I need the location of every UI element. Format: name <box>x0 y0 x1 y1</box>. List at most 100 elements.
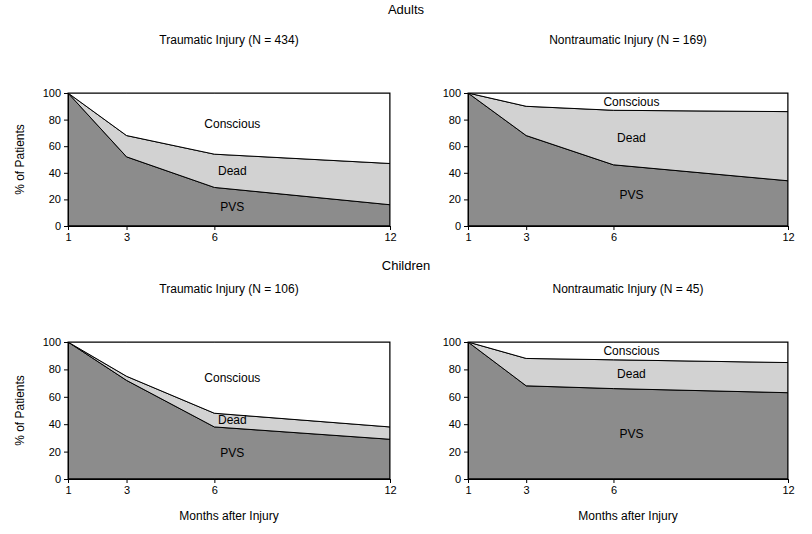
tick-mark <box>464 120 468 121</box>
tick: 6 <box>212 226 218 243</box>
tick-label: 12 <box>384 231 396 243</box>
y-axis: 020406080100 <box>43 87 69 232</box>
tick-label: 80 <box>449 363 461 375</box>
tick-mark <box>214 226 215 230</box>
tick: 80 <box>449 114 468 126</box>
tick: 20 <box>449 446 468 458</box>
tick: 80 <box>49 114 68 126</box>
tick: 6 <box>212 479 218 496</box>
row-title: Adults <box>388 2 425 17</box>
tick-mark <box>64 452 68 453</box>
axis-line <box>68 343 69 480</box>
series-label: Dead <box>617 367 646 381</box>
tick-label: 60 <box>449 140 461 152</box>
tick-label: 0 <box>55 473 61 485</box>
tick: 3 <box>524 226 530 243</box>
series-label: PVS <box>220 446 244 460</box>
tick-mark <box>788 226 789 230</box>
x-axis-title: Months after Injury <box>179 509 278 523</box>
tick-label: 80 <box>449 114 461 126</box>
tick-label: 40 <box>449 418 461 430</box>
tick-mark <box>464 146 468 147</box>
tick-mark <box>390 479 391 483</box>
tick-label: 3 <box>124 231 130 243</box>
tick: 40 <box>49 418 68 430</box>
series-label: Conscious <box>204 117 260 131</box>
tick-label: 3 <box>524 484 530 496</box>
tick-label: 12 <box>782 484 794 496</box>
tick-mark <box>613 226 614 230</box>
y-axis: 020406080100 <box>443 87 469 232</box>
tick: 100 <box>43 87 68 99</box>
tick-mark <box>526 479 527 483</box>
tick-mark <box>464 397 468 398</box>
x-axis: 1 3 6 12 <box>65 479 396 496</box>
axis-line <box>69 226 391 227</box>
area <box>68 342 390 439</box>
chart-title: Traumatic Injury (N = 106) <box>159 282 298 296</box>
tick-label: 100 <box>43 87 61 99</box>
tick-mark <box>68 226 69 230</box>
area <box>468 342 788 479</box>
tick-label: 6 <box>611 484 617 496</box>
tick: 12 <box>782 226 794 243</box>
tick-label: 0 <box>455 220 461 232</box>
series-label: Dead <box>617 131 646 145</box>
tick-mark <box>464 479 468 480</box>
y-axis-title: % of Patients <box>13 124 27 195</box>
x-axis: 1 3 6 12 <box>65 226 396 243</box>
tick: 80 <box>49 363 68 375</box>
tick-label: 20 <box>449 193 461 205</box>
plot-frame <box>468 342 788 479</box>
tick-mark <box>64 397 68 398</box>
series-label: Conscious <box>603 95 659 109</box>
tick: 60 <box>49 140 68 152</box>
tick-label: 100 <box>443 87 461 99</box>
tick-mark <box>788 479 789 483</box>
tick-label: 6 <box>212 484 218 496</box>
tick: 20 <box>49 193 68 205</box>
axis-line <box>469 479 789 480</box>
tick-mark <box>613 479 614 483</box>
area <box>68 342 390 479</box>
tick: 3 <box>124 479 130 496</box>
panel: PVSDeadConscious02040608010013612Nontrau… <box>443 282 795 523</box>
area <box>68 342 390 427</box>
tick-mark <box>464 369 468 370</box>
tick: 80 <box>449 363 468 375</box>
tick-mark <box>464 452 468 453</box>
tick-mark <box>64 199 68 200</box>
area <box>468 342 788 363</box>
tick-mark <box>64 479 68 480</box>
tick: 40 <box>49 167 68 179</box>
tick: 60 <box>449 140 468 152</box>
tick-mark <box>464 226 468 227</box>
tick-mark <box>468 479 469 483</box>
tick: 1 <box>65 226 71 243</box>
tick-label: 100 <box>43 336 61 348</box>
tick: 20 <box>49 446 68 458</box>
tick-label: 3 <box>524 231 530 243</box>
x-axis: 13612 <box>465 226 794 243</box>
x-axis-title: Months after Injury <box>578 509 677 523</box>
tick: 1 <box>65 479 71 496</box>
tick-mark <box>64 146 68 147</box>
series-label: Conscious <box>204 371 260 385</box>
tick-label: 6 <box>611 231 617 243</box>
tick-label: 80 <box>49 363 61 375</box>
chart-title: Nontraumatic Injury (N = 169) <box>549 33 707 47</box>
tick-mark <box>214 479 215 483</box>
tick: 40 <box>449 418 468 430</box>
tick-mark <box>64 120 68 121</box>
tick: 100 <box>443 336 468 348</box>
area <box>468 93 788 226</box>
axis-line <box>468 343 469 480</box>
panel: PVSDeadConscious02040608010013612Traumat… <box>13 282 397 523</box>
panel: PVSDeadConscious02040608010013612Nontrau… <box>443 33 795 243</box>
tick-label: 12 <box>384 484 396 496</box>
axis-line <box>469 226 789 227</box>
tick-label: 1 <box>65 484 71 496</box>
tick: 6 <box>611 479 617 496</box>
tick: 6 <box>611 226 617 243</box>
tick: 1 <box>465 479 471 496</box>
